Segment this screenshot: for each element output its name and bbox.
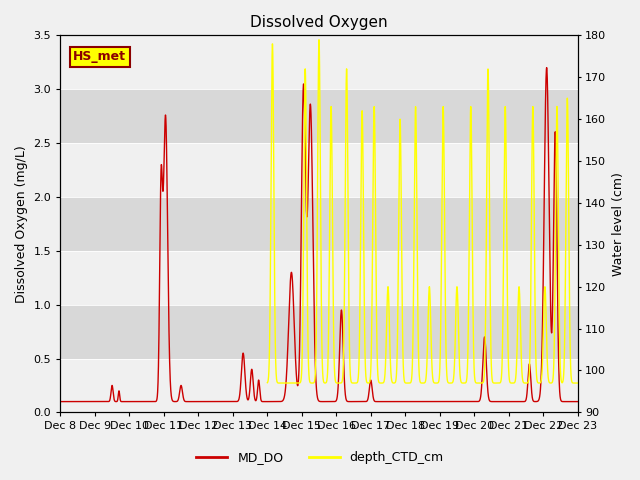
Bar <box>60 143 578 197</box>
Bar <box>60 36 578 89</box>
Y-axis label: Dissolved Oxygen (mg/L): Dissolved Oxygen (mg/L) <box>15 145 28 303</box>
Bar <box>60 251 578 305</box>
Bar <box>60 197 578 251</box>
Text: HS_met: HS_met <box>73 50 126 63</box>
Bar <box>60 305 578 359</box>
Y-axis label: Water level (cm): Water level (cm) <box>612 172 625 276</box>
Bar <box>60 359 578 412</box>
Title: Dissolved Oxygen: Dissolved Oxygen <box>250 15 388 30</box>
Bar <box>60 89 578 143</box>
Legend: MD_DO, depth_CTD_cm: MD_DO, depth_CTD_cm <box>191 446 449 469</box>
